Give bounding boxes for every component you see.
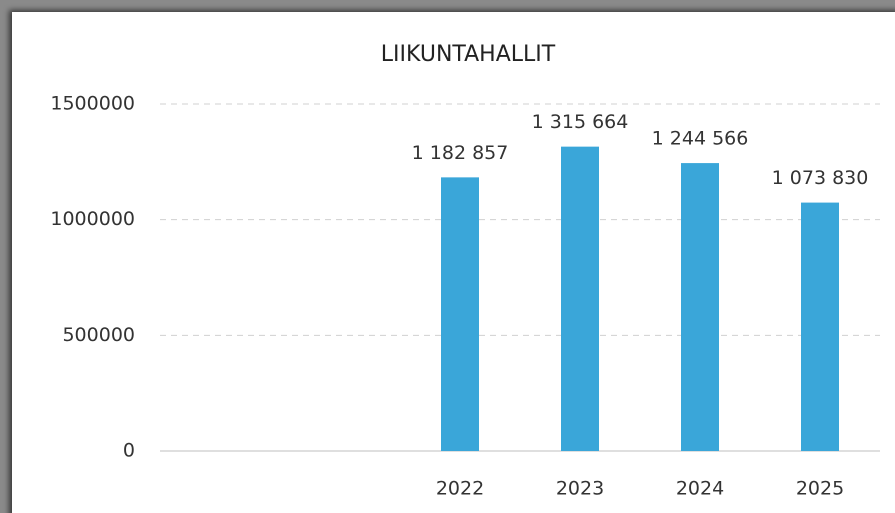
data-label: 1 182 857	[412, 142, 509, 164]
bar	[801, 202, 839, 451]
chart-title: LIIKUNTAHALLIT	[381, 42, 556, 67]
x-tick-label: 2025	[796, 478, 844, 500]
y-tick-label: 1500000	[50, 93, 135, 115]
bar	[561, 146, 599, 451]
x-tick-label: 2024	[676, 478, 724, 500]
y-tick-label: 500000	[62, 324, 135, 346]
x-tick-label: 2023	[556, 478, 604, 500]
data-label: 1 073 830	[772, 167, 869, 189]
bar	[441, 177, 479, 451]
x-tick-label: 2022	[436, 478, 484, 500]
y-tick-label: 0	[123, 440, 135, 462]
y-tick-label: 1000000	[50, 208, 135, 230]
bar	[681, 163, 719, 451]
data-label: 1 244 566	[652, 128, 749, 150]
data-label: 1 315 664	[532, 111, 629, 133]
